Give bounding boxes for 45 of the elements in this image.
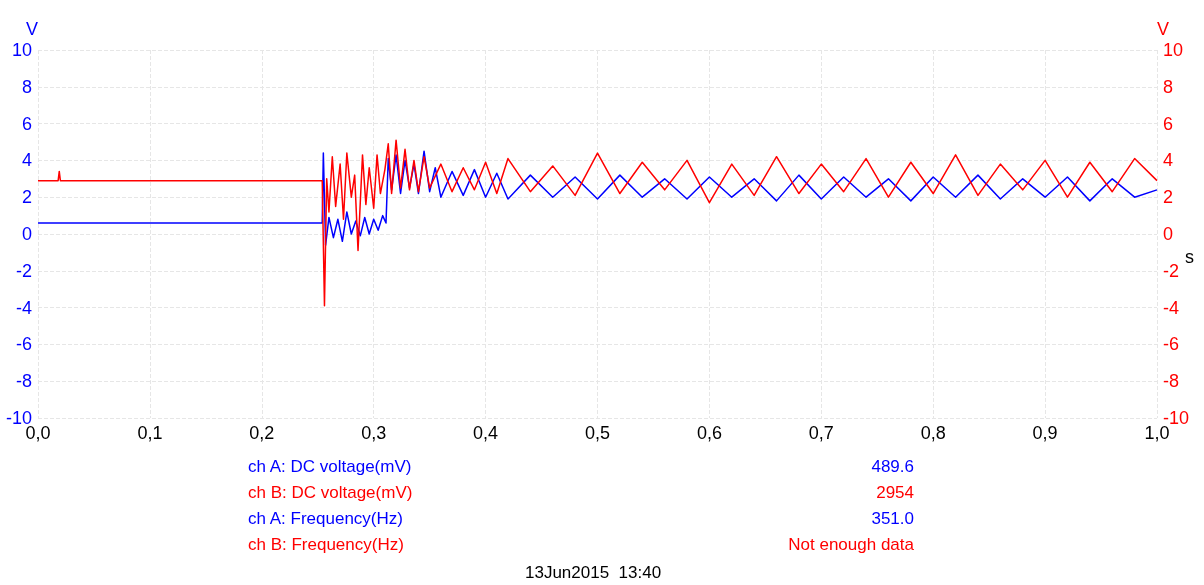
y2-tick-label: 2 — [1163, 187, 1174, 208]
x-axis-title: s — [1184, 247, 1194, 267]
x-tick-label: 1,0 — [1144, 423, 1170, 443]
x-tick-label: 0,4 — [473, 423, 499, 443]
text: Not enough data — [788, 535, 915, 554]
x-tick-label: 0,6 — [696, 423, 722, 443]
y2-tick-label: -6 — [1163, 334, 1180, 355]
y2-tick-label: -2 — [1163, 260, 1180, 281]
x-tick-label: 0,2 — [249, 423, 275, 443]
y2-tick-label: -4 — [1163, 297, 1180, 318]
y-tick-label: 10 — [11, 40, 32, 60]
x-tick-label: 0,5 — [584, 423, 611, 443]
text: 489.6 — [871, 457, 914, 476]
y-tick-label: 6 — [21, 113, 32, 134]
y-tick-label: 0 — [21, 224, 32, 244]
text: 2954 — [876, 483, 914, 502]
y-axis-title: V — [25, 19, 38, 39]
y-tick-label: 4 — [21, 150, 32, 171]
y-tick-label: 8 — [21, 76, 32, 97]
x-tick-label: 0,1 — [137, 423, 163, 443]
y-tick-label: 2 — [21, 187, 32, 208]
line-series — [37, 150, 1158, 246]
x-tick-label: 0,9 — [1032, 423, 1058, 443]
x-tick-label: 0,7 — [808, 423, 834, 443]
text: ch B: DC voltage(mV) — [248, 483, 413, 502]
text: 351.0 — [871, 509, 914, 528]
text: ch B: Frequency(Hz) — [248, 535, 404, 554]
y-tick-label: -2 — [15, 260, 32, 281]
y-tick-label: -8 — [15, 371, 32, 392]
x-tick-label: 0,0 — [25, 423, 51, 443]
y2-tick-label: 4 — [1163, 150, 1174, 171]
y2-tick-label: -8 — [1163, 371, 1180, 392]
x-tick-label: 0,8 — [920, 423, 946, 443]
y-tick-label: -6 — [15, 334, 32, 355]
y2-tick-label: 0 — [1163, 224, 1174, 244]
y2-tick-label: 6 — [1163, 113, 1174, 134]
y2-tick-label: 8 — [1163, 76, 1174, 97]
text: 13Jun2015 13:40 — [525, 563, 662, 582]
line-series — [37, 139, 1158, 307]
text: ch A: Frequency(Hz) — [248, 509, 403, 528]
x-tick-label: 0,3 — [361, 423, 387, 443]
y2-axis-title: V — [1157, 19, 1170, 39]
y2-tick-label: 10 — [1163, 40, 1184, 60]
y-tick-label: -4 — [15, 297, 32, 318]
text: ch A: DC voltage(mV) — [248, 457, 412, 476]
